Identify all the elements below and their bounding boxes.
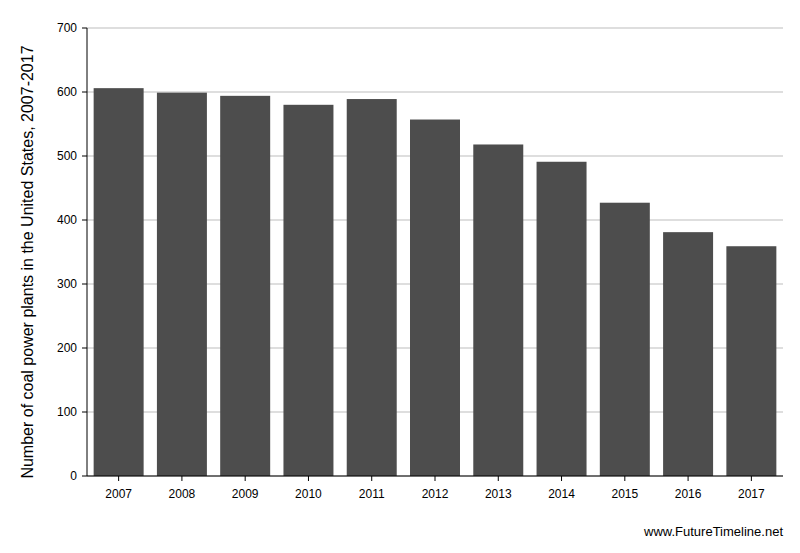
- chart-root: 0100200300400500600700200720082009201020…: [0, 0, 800, 553]
- x-tick: [118, 476, 119, 481]
- y-tick-label: 200: [57, 341, 77, 355]
- bar: [94, 88, 144, 476]
- x-tick: [181, 476, 182, 481]
- y-tick-label: 700: [57, 21, 77, 35]
- bar: [473, 144, 523, 476]
- x-tick-label: 2017: [738, 487, 765, 501]
- bar: [410, 120, 460, 476]
- y-axis-label: Number of coal power plants in the Unite…: [19, 45, 36, 478]
- bar: [220, 96, 270, 476]
- bar: [283, 105, 333, 476]
- x-tick: [561, 476, 562, 481]
- x-tick-label: 2014: [548, 487, 575, 501]
- x-tick: [435, 476, 436, 481]
- bar: [537, 162, 587, 476]
- x-tick-label: 2010: [295, 487, 322, 501]
- x-tick: [688, 476, 689, 481]
- grid-line: [87, 92, 783, 93]
- y-tick-label: 100: [57, 405, 77, 419]
- bar: [347, 99, 397, 476]
- bar: [726, 246, 776, 476]
- y-tick-label: 500: [57, 149, 77, 163]
- y-tick-label: 0: [70, 469, 77, 483]
- y-tick-label: 300: [57, 277, 77, 291]
- y-tick: [82, 476, 87, 477]
- x-tick: [751, 476, 752, 481]
- y-tick: [82, 156, 87, 157]
- x-tick-label: 2008: [169, 487, 196, 501]
- grid-line: [87, 28, 783, 29]
- y-tick-label: 400: [57, 213, 77, 227]
- bars: [94, 88, 777, 476]
- y-tick: [82, 348, 87, 349]
- annotation: www.FutureTimeline.net: [643, 524, 783, 539]
- y-tick: [82, 284, 87, 285]
- x-tick: [245, 476, 246, 481]
- y-tick: [82, 28, 87, 29]
- x-tick: [308, 476, 309, 481]
- x-tick-label: 2016: [675, 487, 702, 501]
- x-tick-label: 2007: [105, 487, 132, 501]
- y-tick: [82, 92, 87, 93]
- x-tick: [498, 476, 499, 481]
- x-tick-label: 2009: [232, 487, 259, 501]
- y-grid: 0 100 200 300 400 500 600 700: [57, 21, 783, 483]
- chart: 0100200300400500600700200720082009201020…: [0, 0, 800, 553]
- x-tick-label: 2013: [485, 487, 512, 501]
- y-tick: [82, 220, 87, 221]
- x-tick-label: 2015: [611, 487, 638, 501]
- y-tick: [82, 412, 87, 413]
- x-tick: [624, 476, 625, 481]
- bar: [600, 203, 650, 476]
- x-tick: [371, 476, 372, 481]
- bar: [663, 232, 713, 476]
- y-tick-label: 600: [57, 85, 77, 99]
- bar: [157, 93, 207, 476]
- y-axis: [87, 28, 88, 476]
- x-ticks: 2007 2008 2009 2010 2011 2012 2013 2014 2015 2016…: [105, 476, 765, 501]
- x-tick-label: 2011: [359, 487, 385, 501]
- x-tick-label: 2012: [422, 487, 449, 501]
